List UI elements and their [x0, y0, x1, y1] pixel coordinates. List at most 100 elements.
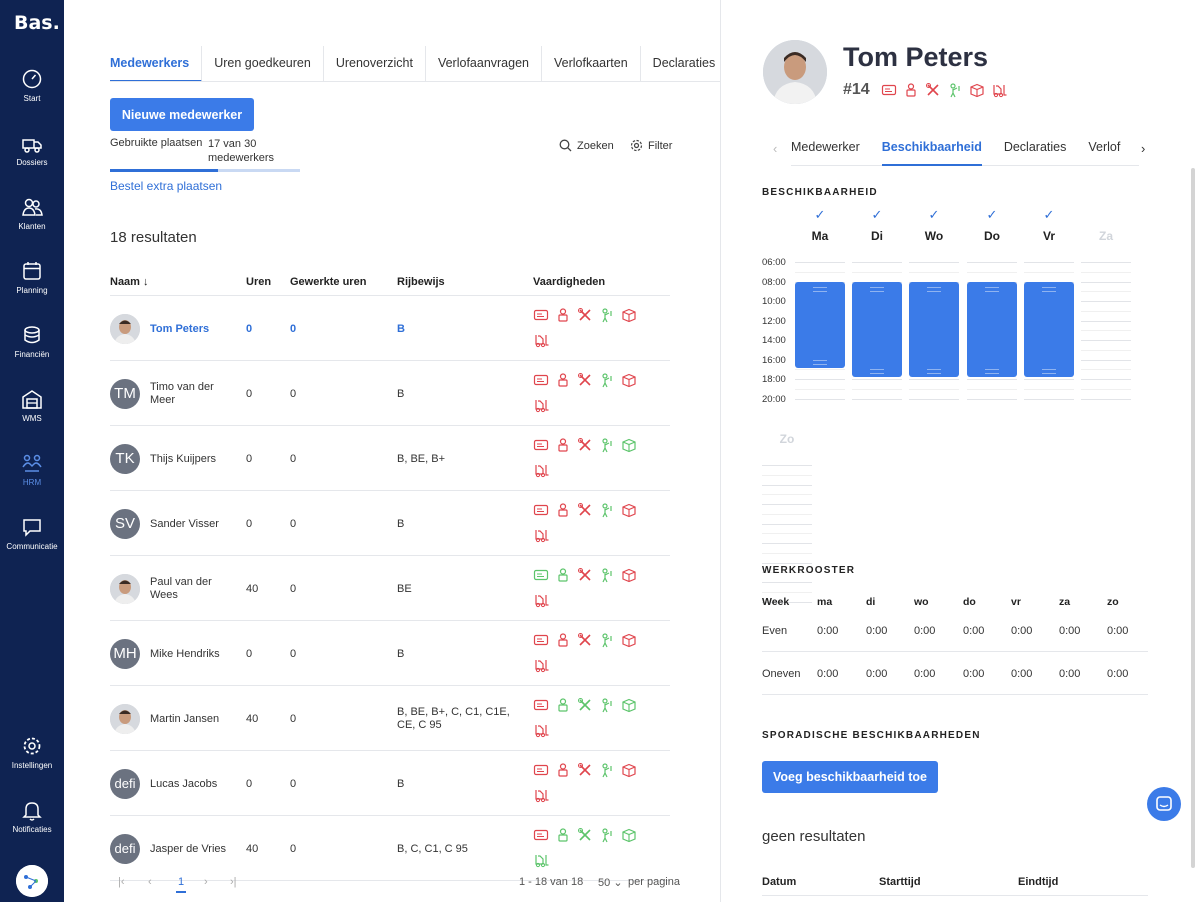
row-name[interactable]: Tom Peters — [150, 323, 210, 335]
tools-icon — [578, 568, 591, 581]
day-label[interactable]: Di — [871, 229, 883, 243]
table-row[interactable]: Paul van der Wees 40 0 BE — [110, 556, 670, 621]
sidebar-item-wms[interactable]: WMS — [0, 388, 64, 444]
row-name[interactable]: Lucas Jacobs — [150, 778, 218, 790]
col-worked[interactable]: Gewerkte uren — [290, 276, 367, 288]
person-icon — [558, 373, 568, 387]
sidebar-item-notificaties[interactable]: Notificaties — [0, 799, 64, 855]
tab-verlofaanvragen[interactable]: Verlofaanvragen — [426, 46, 542, 81]
check-icon[interactable]: ✓ — [871, 207, 883, 222]
day-label[interactable]: Wo — [924, 229, 944, 243]
row-name[interactable]: Thijs Kuijpers — [150, 453, 217, 465]
app-logo[interactable]: Bas. — [14, 12, 60, 34]
day-label[interactable]: Za — [1098, 229, 1113, 243]
tab-scroll-right-icon[interactable]: › — [1141, 141, 1146, 156]
table-row[interactable]: defi Jasper de Vries 40 0 B, C, C1, C 95 — [110, 816, 670, 881]
tab-uren-goedkeuren[interactable]: Uren goedkeuren — [202, 46, 324, 81]
col-license[interactable]: Rijbewijs — [397, 276, 445, 288]
chat-support-button[interactable] — [1147, 787, 1181, 821]
table-row[interactable]: TM Timo van der Meer 0 0 B — [110, 361, 670, 426]
row-name[interactable]: Jasper de Vries — [150, 843, 227, 855]
search-button[interactable]: Zoeken — [559, 139, 614, 152]
forklift-icon — [535, 335, 549, 348]
roster-hours[interactable]: 0:00 — [1107, 625, 1129, 637]
table-row[interactable]: Tom Peters 0 0 B — [110, 296, 670, 361]
tab-verlofkaarten[interactable]: Verlofkaarten — [542, 46, 641, 81]
new-employee-button[interactable]: Nieuwe medewerker — [110, 98, 254, 131]
roster-hours[interactable]: 0:00 — [817, 668, 839, 680]
sidebar-item-instellingen[interactable]: Instellingen — [0, 735, 64, 791]
panel-scrollbar-thumb[interactable] — [1191, 168, 1195, 868]
roster-hours[interactable]: 0:00 — [866, 625, 888, 637]
availability-block[interactable] — [909, 281, 959, 378]
prev-page-icon[interactable]: ‹ — [148, 876, 152, 888]
row-name[interactable]: Sander Visser — [150, 518, 219, 530]
person-icon — [906, 83, 916, 97]
table-row[interactable]: defi Lucas Jacobs 0 0 B — [110, 751, 670, 816]
filter-button[interactable]: Filter — [630, 139, 672, 152]
page-number[interactable]: 1 — [176, 876, 187, 893]
roster-hours[interactable]: 0:00 — [1011, 668, 1033, 680]
panel-tab-declaraties[interactable]: Declaraties — [1003, 140, 1067, 154]
employee-table: Naam ↓ Uren Gewerkte uren Rijbewijs Vaar… — [110, 266, 670, 881]
order-seats-link[interactable]: Bestel extra plaatsen — [110, 179, 223, 193]
first-page-icon[interactable]: |‹ — [118, 876, 125, 888]
roster-hours[interactable]: 0:00 — [1011, 625, 1033, 637]
table-row[interactable]: Martin Jansen 40 0 B, BE, B+, C, C1, C1E, C… — [110, 686, 670, 751]
sidebar-item-dossiers[interactable]: Dossiers — [0, 132, 64, 188]
col-skills[interactable]: Vaardigheden — [533, 276, 606, 288]
sidebar-item-communicatie[interactable]: Communicatie — [0, 516, 64, 572]
page-range: 1 - 18 van 18 — [519, 876, 584, 888]
roster-hours[interactable]: 0:00 — [1059, 668, 1081, 680]
availability-block[interactable] — [795, 281, 845, 368]
roster-hours[interactable]: 0:00 — [1107, 668, 1129, 680]
sidebar-item-klanten[interactable]: Klanten — [0, 196, 64, 252]
roster-hours[interactable]: 0:00 — [817, 625, 839, 637]
availability-block[interactable] — [1024, 281, 1074, 378]
sidebar-item-hrm[interactable]: HRM — [0, 452, 64, 508]
roster-hours[interactable]: 0:00 — [866, 668, 888, 680]
tab-declaraties[interactable]: Declaraties — [641, 46, 720, 81]
day-label[interactable]: Vr — [1042, 229, 1055, 243]
check-icon[interactable]: ✓ — [814, 207, 826, 222]
check-icon[interactable]: ✓ — [928, 207, 940, 222]
check-icon[interactable]: ✓ — [986, 207, 998, 222]
last-page-icon[interactable]: ›| — [230, 876, 237, 888]
roster-hours[interactable]: 0:00 — [1059, 625, 1081, 637]
roster-hours[interactable]: 0:00 — [963, 668, 985, 680]
next-page-icon[interactable]: › — [204, 876, 208, 888]
user-avatar[interactable] — [16, 865, 48, 897]
panel-tab-medewerker[interactable]: Medewerker — [791, 140, 860, 154]
tab-medewerkers[interactable]: Medewerkers — [110, 46, 203, 81]
row-name[interactable]: Martin Jansen — [150, 713, 220, 725]
table-row[interactable]: SV Sander Visser 0 0 B — [110, 491, 670, 556]
panel-tab-beschikbaarheid[interactable]: Beschikbaarheid — [881, 130, 982, 166]
availability-block[interactable] — [967, 281, 1017, 378]
roster-row: Even 0:00 0:00 0:00 0:00 0:00 0:00 0:00 — [762, 609, 1148, 652]
row-name[interactable]: Mike Hendriks — [150, 648, 220, 660]
sidebar-item-planning[interactable]: Planning — [0, 260, 64, 316]
roster-hours[interactable]: 0:00 — [914, 668, 936, 680]
panel-tab-verlof[interactable]: Verlof — [1088, 140, 1121, 154]
tab-scroll-left-icon[interactable]: ‹ — [773, 141, 778, 156]
tab-urenoverzicht[interactable]: Urenoverzicht — [324, 46, 426, 81]
check-icon[interactable]: ✓ — [1043, 207, 1055, 222]
sidebar-item-financin[interactable]: Financiën — [0, 324, 64, 380]
table-row[interactable]: TK Thijs Kuijpers 0 0 B, BE, B+ — [110, 426, 670, 491]
per-page-select[interactable]: 50 ⌄ — [598, 876, 623, 889]
day-label[interactable]: Do — [984, 229, 1000, 243]
row-name[interactable]: Paul van der Wees — [150, 576, 212, 601]
col-hours[interactable]: Uren — [246, 276, 272, 288]
table-row[interactable]: MH Mike Hendriks 0 0 B — [110, 621, 670, 686]
grid-line — [762, 465, 812, 466]
sidebar-item-start[interactable]: Start — [0, 68, 64, 124]
add-availability-button[interactable]: Voeg beschikbaarheid toe — [762, 761, 938, 793]
chevron-down-icon: ⌄ — [613, 877, 623, 889]
col-name[interactable]: Naam ↓ — [110, 276, 149, 288]
day-label[interactable]: Zo — [779, 432, 795, 446]
roster-hours[interactable]: 0:00 — [963, 625, 985, 637]
roster-hours[interactable]: 0:00 — [914, 625, 936, 637]
day-label[interactable]: Ma — [811, 229, 829, 243]
availability-block[interactable] — [852, 281, 902, 378]
row-name[interactable]: Timo van der Meer — [150, 381, 214, 406]
